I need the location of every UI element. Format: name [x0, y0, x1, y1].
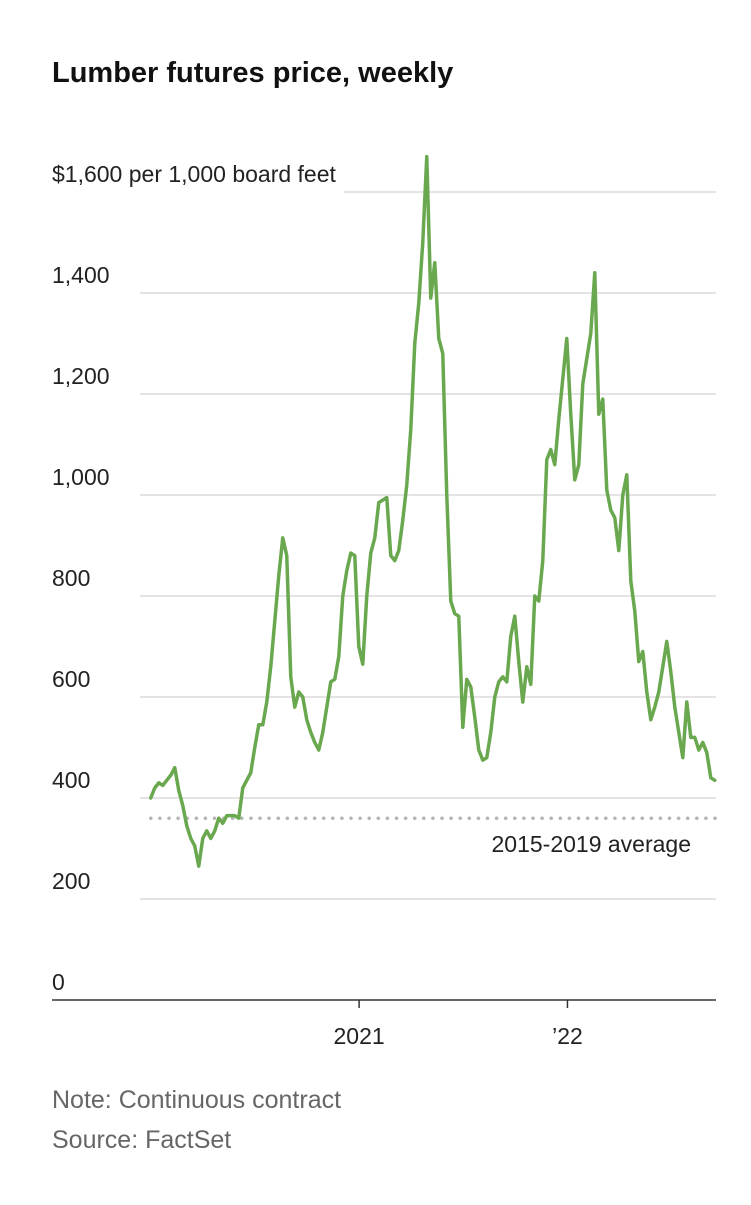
y-tick-label: 600 — [52, 666, 90, 692]
y-tick-label: 1,000 — [52, 464, 110, 490]
source: Source: FactSet — [52, 1126, 231, 1154]
y-tick-label: 400 — [52, 767, 90, 793]
y-tick-label: 800 — [52, 565, 90, 591]
x-tick-label: 2021 — [334, 1023, 385, 1049]
y-tick-label: 1,200 — [52, 363, 110, 389]
note: Note: Continuous contract — [52, 1086, 341, 1114]
y-tick-label: 0 — [52, 969, 65, 995]
y-tick-label: 200 — [52, 868, 90, 894]
y-tick-label: 1,400 — [52, 262, 110, 288]
chart-title: Lumber futures price, weekly — [52, 57, 453, 89]
y-tick-label: $1,600 per 1,000 board feet — [52, 161, 337, 187]
reference-label: 2015-2019 average — [492, 831, 692, 857]
price-line — [149, 154, 717, 868]
x-tick-label: ’22 — [552, 1023, 583, 1049]
